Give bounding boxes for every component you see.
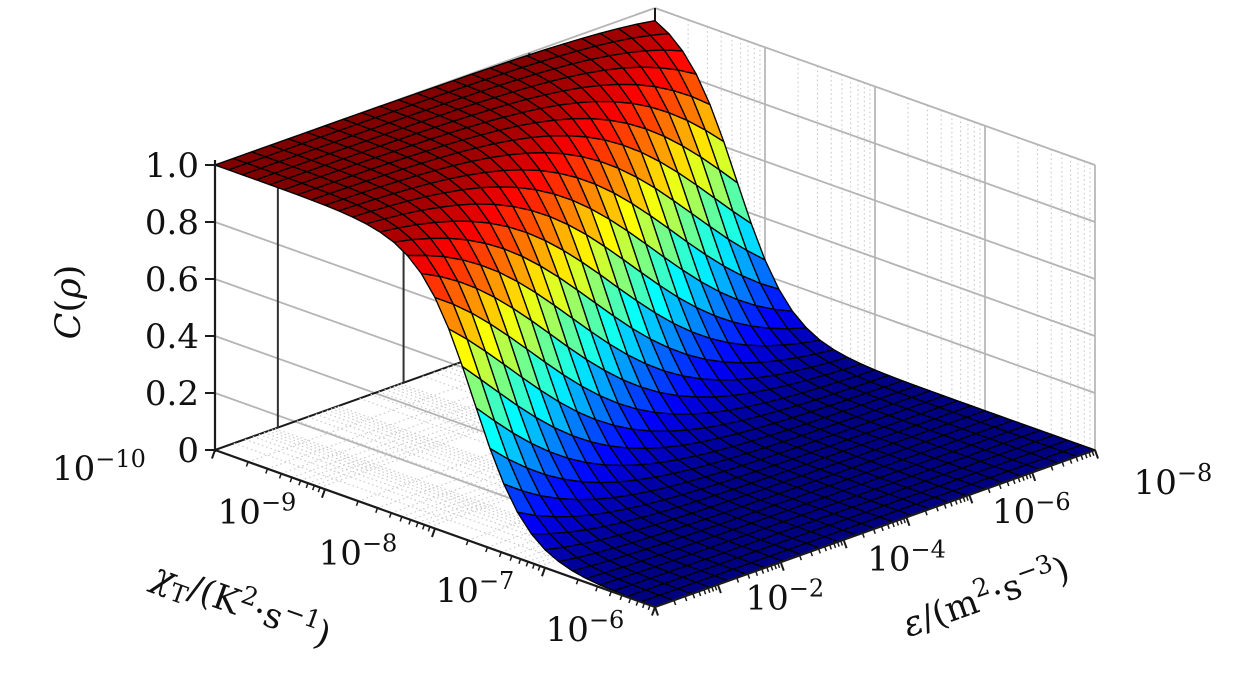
surface-mesh (214, 20, 1096, 608)
svg-text:10−10: 10−10 (52, 445, 146, 489)
svg-text:10−6: 10−6 (546, 606, 625, 650)
svg-text:1.0: 1.0 (145, 146, 199, 186)
svg-text:0: 0 (177, 431, 199, 471)
x-axis-title: χT/(K2⋅s−1) (143, 549, 338, 660)
svg-text:10−8: 10−8 (1134, 459, 1213, 503)
z-axis-title: C(ρ) (49, 265, 89, 340)
svg-text:10−9: 10−9 (218, 488, 297, 532)
svg-text:10−2: 10−2 (746, 575, 825, 619)
svg-text:10−8: 10−8 (319, 530, 398, 574)
tick-labels: 0 0.2 0.4 0.6 0.8 1.0 10−10 10−9 10−8 10−7 10−6 10−… (52, 146, 1212, 650)
svg-text:0.6: 0.6 (145, 260, 199, 300)
svg-text:10−4: 10−4 (867, 536, 946, 580)
svg-text:10−6: 10−6 (992, 488, 1071, 532)
axes (205, 160, 1099, 616)
svg-text:0.8: 0.8 (145, 203, 199, 243)
svg-text:10−7: 10−7 (436, 567, 515, 611)
svg-text:0.4: 0.4 (145, 317, 199, 357)
svg-text:0.2: 0.2 (145, 374, 199, 414)
